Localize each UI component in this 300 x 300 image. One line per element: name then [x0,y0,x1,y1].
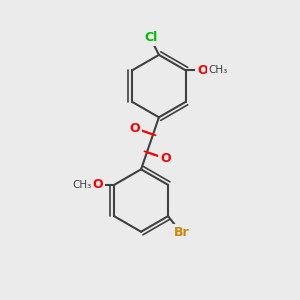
Text: CH₃: CH₃ [208,65,227,76]
Text: O: O [160,152,171,165]
Text: O: O [129,122,140,135]
Text: O: O [197,64,208,77]
Text: Br: Br [174,226,189,239]
Text: Cl: Cl [145,31,158,44]
Text: O: O [92,178,103,191]
Text: CH₃: CH₃ [73,180,92,190]
